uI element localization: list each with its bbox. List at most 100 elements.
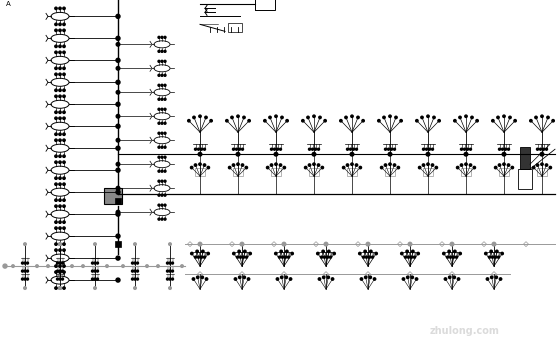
Circle shape xyxy=(316,252,319,255)
Circle shape xyxy=(24,243,26,245)
Circle shape xyxy=(333,252,335,255)
Circle shape xyxy=(240,256,241,258)
Circle shape xyxy=(318,148,320,150)
Circle shape xyxy=(116,114,120,118)
Circle shape xyxy=(59,278,61,280)
Bar xyxy=(115,241,121,247)
Bar xyxy=(364,252,372,258)
Circle shape xyxy=(55,29,57,32)
Circle shape xyxy=(422,148,424,150)
Circle shape xyxy=(21,262,24,264)
Circle shape xyxy=(496,250,498,253)
Circle shape xyxy=(324,256,325,258)
Circle shape xyxy=(94,287,96,289)
Circle shape xyxy=(116,212,120,216)
Circle shape xyxy=(545,148,548,150)
Circle shape xyxy=(402,278,405,280)
Circle shape xyxy=(3,264,7,268)
Circle shape xyxy=(158,146,160,148)
Circle shape xyxy=(203,164,206,166)
Circle shape xyxy=(469,164,472,166)
Circle shape xyxy=(59,111,61,114)
Circle shape xyxy=(200,148,203,150)
Circle shape xyxy=(194,256,197,258)
Circle shape xyxy=(417,252,419,255)
Circle shape xyxy=(340,120,342,122)
Circle shape xyxy=(315,148,316,150)
Circle shape xyxy=(249,252,251,255)
Circle shape xyxy=(59,89,61,91)
Circle shape xyxy=(116,278,120,282)
Circle shape xyxy=(137,262,138,264)
Circle shape xyxy=(164,122,166,124)
Circle shape xyxy=(426,148,427,150)
Circle shape xyxy=(164,180,166,182)
Circle shape xyxy=(55,271,57,273)
Circle shape xyxy=(161,50,163,52)
Circle shape xyxy=(408,242,412,246)
Circle shape xyxy=(116,210,120,214)
Circle shape xyxy=(486,278,489,280)
Circle shape xyxy=(511,166,514,169)
Circle shape xyxy=(264,120,266,122)
Circle shape xyxy=(327,276,329,279)
Circle shape xyxy=(473,166,475,169)
Circle shape xyxy=(63,45,65,47)
Circle shape xyxy=(243,276,245,279)
Circle shape xyxy=(393,164,396,166)
Circle shape xyxy=(188,120,190,122)
Circle shape xyxy=(94,278,96,280)
Circle shape xyxy=(26,262,29,264)
Circle shape xyxy=(323,276,325,279)
Circle shape xyxy=(329,256,332,258)
Circle shape xyxy=(388,153,392,156)
Circle shape xyxy=(446,256,449,258)
Circle shape xyxy=(281,116,283,119)
Circle shape xyxy=(134,262,136,264)
Circle shape xyxy=(231,116,233,119)
Circle shape xyxy=(55,7,57,10)
Circle shape xyxy=(273,148,276,150)
Circle shape xyxy=(55,67,57,69)
Circle shape xyxy=(164,156,166,158)
Circle shape xyxy=(164,194,166,196)
Bar xyxy=(520,147,530,169)
Circle shape xyxy=(366,242,370,246)
Circle shape xyxy=(427,115,429,118)
Circle shape xyxy=(311,148,314,150)
Circle shape xyxy=(161,74,163,76)
Circle shape xyxy=(355,164,358,166)
Circle shape xyxy=(278,256,281,258)
Circle shape xyxy=(55,177,57,179)
Circle shape xyxy=(171,270,174,272)
Circle shape xyxy=(456,166,459,169)
Circle shape xyxy=(404,256,407,258)
Circle shape xyxy=(514,120,516,122)
Circle shape xyxy=(345,116,347,119)
Circle shape xyxy=(158,108,160,110)
Circle shape xyxy=(59,243,61,245)
Circle shape xyxy=(318,278,321,280)
Circle shape xyxy=(237,163,239,165)
Bar xyxy=(195,168,205,176)
Circle shape xyxy=(290,278,292,280)
Circle shape xyxy=(545,164,548,166)
Circle shape xyxy=(132,278,133,280)
Circle shape xyxy=(360,278,363,280)
Circle shape xyxy=(274,153,278,156)
Circle shape xyxy=(63,133,65,136)
Circle shape xyxy=(322,250,324,253)
Circle shape xyxy=(389,115,391,118)
Circle shape xyxy=(199,163,201,165)
Circle shape xyxy=(539,148,542,150)
Circle shape xyxy=(368,256,371,258)
Circle shape xyxy=(63,139,65,142)
Circle shape xyxy=(158,204,160,206)
Circle shape xyxy=(116,102,120,106)
Circle shape xyxy=(549,166,552,169)
Text: A: A xyxy=(6,1,11,7)
Circle shape xyxy=(59,117,61,119)
Circle shape xyxy=(352,148,354,150)
Circle shape xyxy=(450,256,451,258)
Circle shape xyxy=(166,270,169,272)
